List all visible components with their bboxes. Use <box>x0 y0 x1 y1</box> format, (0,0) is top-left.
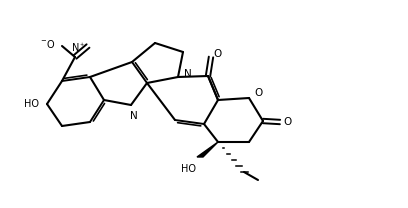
Text: O: O <box>283 117 291 127</box>
Text: HO: HO <box>180 164 195 174</box>
Text: HO: HO <box>24 99 39 109</box>
Polygon shape <box>197 142 218 157</box>
Text: O: O <box>254 88 262 98</box>
Text: N: N <box>72 43 80 53</box>
Text: $^{-}$O: $^{-}$O <box>40 38 55 50</box>
Text: $^{+}$: $^{+}$ <box>79 43 85 49</box>
Text: O: O <box>213 49 221 59</box>
Text: N: N <box>130 111 138 121</box>
Text: N: N <box>184 69 192 79</box>
